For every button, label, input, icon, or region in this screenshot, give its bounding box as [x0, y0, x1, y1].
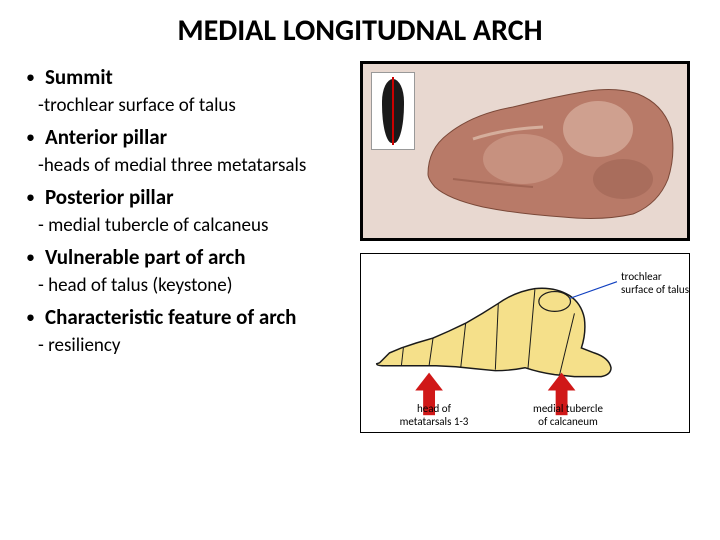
bullet-label: Anterior pillar	[45, 123, 167, 151]
footprint-axis-line	[392, 77, 394, 145]
content-area: • Summit -trochlear surface of talus • A…	[0, 55, 720, 433]
bullet-marker: •	[26, 243, 35, 271]
label-tubercle-calcaneum: medial tubercle of calcaneum	[529, 402, 607, 428]
bullet-label: Posterior pillar	[45, 183, 174, 211]
bullet-list: • Summit -trochlear surface of talus • A…	[20, 55, 360, 433]
tissue-cross-section	[423, 79, 681, 229]
image-column: trochlear surface of talus head of metat…	[360, 55, 700, 433]
bullet-item: • Posterior pillar	[20, 183, 360, 211]
bullet-item: • Vulnerable part of arch	[20, 243, 360, 271]
arch-diagram: trochlear surface of talus head of metat…	[360, 253, 690, 433]
bullet-item: • Characteristic feature of arch	[20, 303, 360, 331]
bullet-subtext: - resiliency	[38, 333, 360, 359]
bullet-marker: •	[26, 63, 35, 91]
page-title: MEDIAL LONGITUDNAL ARCH	[0, 0, 720, 55]
bullet-marker: •	[26, 123, 35, 151]
bullet-label: Characteristic feature of arch	[45, 303, 297, 331]
bullet-item: • Summit	[20, 63, 360, 91]
bullet-marker: •	[26, 183, 35, 211]
bullet-subtext: - head of talus (keystone)	[38, 273, 360, 299]
bullet-marker: •	[26, 303, 35, 331]
bullet-subtext: -trochlear surface of talus	[38, 93, 360, 119]
label-trochlear: trochlear surface of talus	[621, 270, 689, 296]
anatomy-photo	[360, 61, 690, 241]
bullet-item: • Anterior pillar	[20, 123, 360, 151]
bullet-subtext: -heads of medial three metatarsals	[38, 153, 360, 179]
bullet-label: Summit	[45, 63, 113, 91]
bullet-subtext: - medial tubercle of calcaneus	[38, 213, 360, 239]
label-head-metatarsals: head of metatarsals 1-3	[399, 402, 469, 428]
footprint-inset	[371, 72, 415, 150]
bullet-label: Vulnerable part of arch	[45, 243, 246, 271]
